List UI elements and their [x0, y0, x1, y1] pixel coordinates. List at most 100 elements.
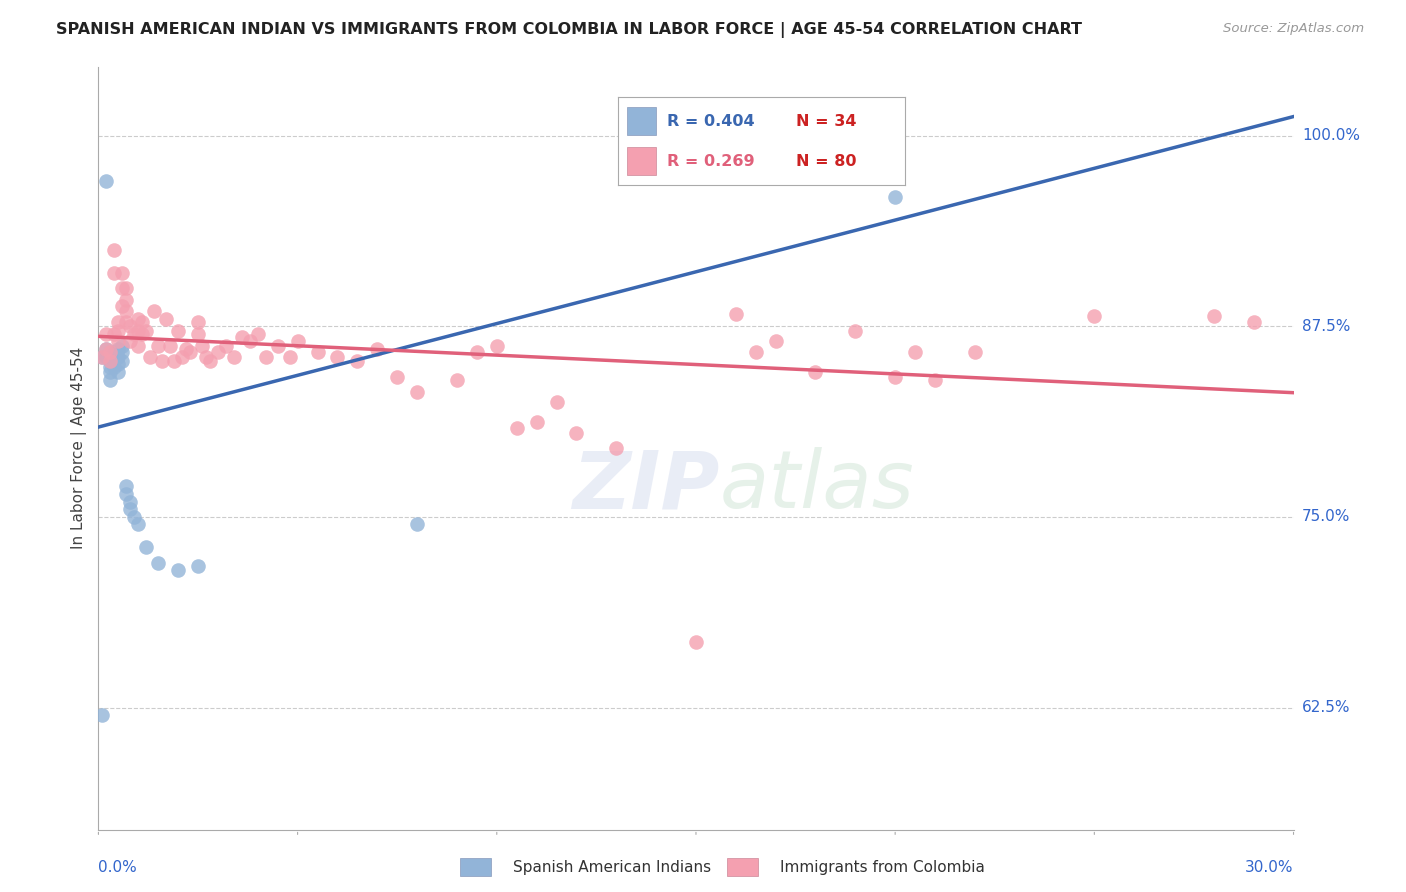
- Point: [107, 350, 129, 364]
- Point: [107, 365, 129, 379]
- Point: [207, 345, 229, 359]
- Point: [174, 342, 197, 356]
- Point: [111, 281, 134, 295]
- Point: [124, 326, 146, 341]
- Point: [120, 502, 142, 516]
- Point: [107, 334, 129, 349]
- Point: [139, 350, 162, 364]
- Point: [111, 354, 134, 368]
- Point: [187, 326, 209, 341]
- Point: [127, 339, 149, 353]
- Point: [1243, 315, 1265, 329]
- Point: [115, 293, 138, 308]
- Point: [187, 315, 209, 329]
- Point: [904, 345, 927, 359]
- Text: Spanish American Indians: Spanish American Indians: [513, 860, 711, 874]
- Point: [326, 350, 349, 364]
- Point: [406, 517, 429, 532]
- Y-axis label: In Labor Force | Age 45-54: In Labor Force | Age 45-54: [72, 347, 87, 549]
- Point: [135, 324, 157, 338]
- Point: [385, 369, 409, 384]
- Point: [96, 326, 118, 341]
- Point: [107, 324, 129, 338]
- Point: [120, 319, 142, 334]
- Point: [187, 558, 209, 573]
- Point: [546, 395, 568, 409]
- Point: [685, 635, 707, 649]
- Point: [103, 354, 125, 368]
- Point: [278, 350, 301, 364]
- Point: [148, 339, 170, 353]
- Text: 100.0%: 100.0%: [1302, 128, 1360, 143]
- Point: [1202, 309, 1225, 323]
- Point: [765, 334, 787, 349]
- Point: [98, 345, 122, 359]
- Point: [267, 339, 290, 353]
- Point: [963, 345, 986, 359]
- Text: 62.5%: 62.5%: [1302, 700, 1350, 715]
- Point: [103, 266, 125, 280]
- Point: [724, 307, 747, 321]
- Point: [605, 441, 627, 455]
- Point: [103, 345, 125, 359]
- Point: [115, 479, 138, 493]
- Text: SPANISH AMERICAN INDIAN VS IMMIGRANTS FROM COLOMBIA IN LABOR FORCE | AGE 45-54 C: SPANISH AMERICAN INDIAN VS IMMIGRANTS FR…: [56, 22, 1083, 38]
- Text: 0.0%: 0.0%: [98, 860, 138, 875]
- Point: [115, 281, 138, 295]
- Point: [107, 315, 129, 329]
- Point: [111, 266, 134, 280]
- Text: Source: ZipAtlas.com: Source: ZipAtlas.com: [1223, 22, 1364, 36]
- Point: [884, 189, 907, 203]
- Point: [179, 345, 201, 359]
- Point: [115, 487, 138, 501]
- Point: [124, 509, 146, 524]
- Point: [103, 350, 125, 364]
- Point: [924, 373, 946, 387]
- Point: [107, 357, 129, 371]
- Point: [103, 360, 125, 375]
- Point: [103, 326, 125, 341]
- Point: [127, 324, 149, 338]
- Point: [91, 350, 114, 364]
- Point: [254, 350, 277, 364]
- Point: [98, 354, 122, 368]
- Point: [96, 342, 118, 356]
- Point: [143, 304, 166, 318]
- Point: [115, 304, 138, 318]
- Point: [98, 365, 122, 379]
- Point: [127, 517, 149, 532]
- Text: atlas: atlas: [720, 448, 915, 525]
- Point: [884, 369, 907, 384]
- Point: [191, 339, 214, 353]
- Point: [103, 243, 125, 257]
- Point: [98, 360, 122, 375]
- Point: [159, 339, 181, 353]
- Point: [195, 350, 218, 364]
- Point: [565, 425, 588, 440]
- Point: [98, 354, 122, 368]
- Point: [685, 128, 707, 143]
- Point: [98, 373, 122, 387]
- Point: [346, 354, 368, 368]
- Text: 87.5%: 87.5%: [1302, 318, 1350, 334]
- Point: [506, 421, 529, 435]
- Point: [163, 354, 186, 368]
- Point: [98, 350, 122, 364]
- Point: [131, 315, 153, 329]
- Point: [804, 365, 827, 379]
- Point: [107, 342, 129, 356]
- Text: 75.0%: 75.0%: [1302, 509, 1350, 524]
- Point: [246, 326, 269, 341]
- Point: [231, 330, 253, 344]
- Point: [172, 350, 194, 364]
- Point: [135, 541, 157, 555]
- Point: [239, 334, 262, 349]
- Point: [198, 354, 221, 368]
- Point: [120, 334, 142, 349]
- Text: Immigrants from Colombia: Immigrants from Colombia: [780, 860, 986, 874]
- Point: [167, 563, 190, 577]
- Point: [222, 350, 245, 364]
- Point: [148, 556, 170, 570]
- Point: [167, 324, 190, 338]
- Point: [485, 339, 508, 353]
